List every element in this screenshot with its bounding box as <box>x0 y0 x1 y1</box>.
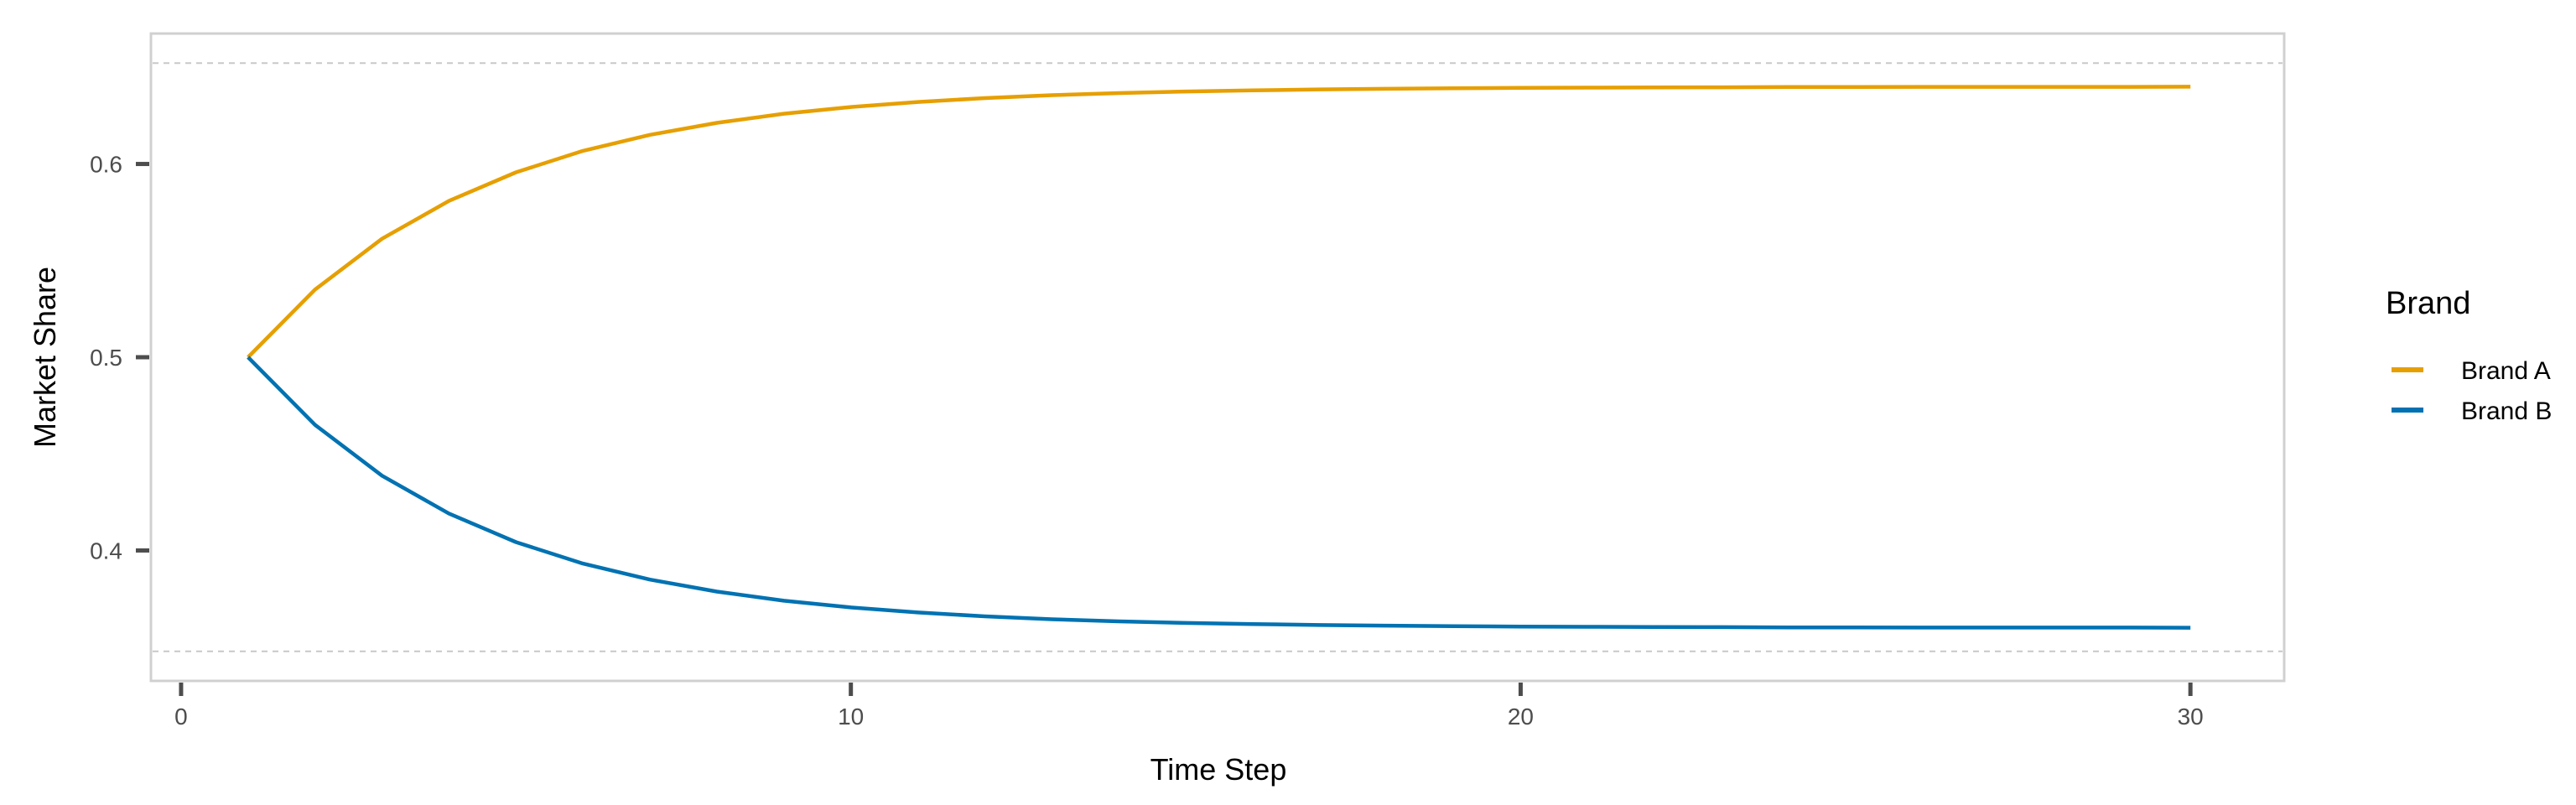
x-tick-label-20: 20 <box>1508 704 1534 730</box>
series-line-brand-b <box>247 356 2191 630</box>
series-layer <box>247 85 2191 630</box>
y-tick-label-0.5: 0.5 <box>90 345 122 371</box>
series-line-brand-a <box>247 85 2191 359</box>
y-tick-label-0.6: 0.6 <box>90 152 122 178</box>
legend-label-brand-b: Brand B <box>2461 397 2552 425</box>
y-axis: 0.4 0.5 0.6 <box>90 152 149 564</box>
legend-label-brand-a: Brand A <box>2461 357 2551 385</box>
legend: Brand Brand A Brand B <box>2386 286 2552 425</box>
x-tick-label-10: 10 <box>838 704 864 730</box>
legend-title: Brand <box>2386 286 2470 321</box>
y-tick-label-0.4: 0.4 <box>90 538 122 564</box>
x-tick-label-0: 0 <box>174 704 188 730</box>
x-tick-label-30: 30 <box>2178 704 2204 730</box>
x-axis: 0 10 20 30 <box>174 683 2204 730</box>
panel-border <box>149 32 2286 683</box>
y-axis-title: Market Share <box>28 267 62 448</box>
x-axis-title: Time Step <box>1150 752 1287 787</box>
